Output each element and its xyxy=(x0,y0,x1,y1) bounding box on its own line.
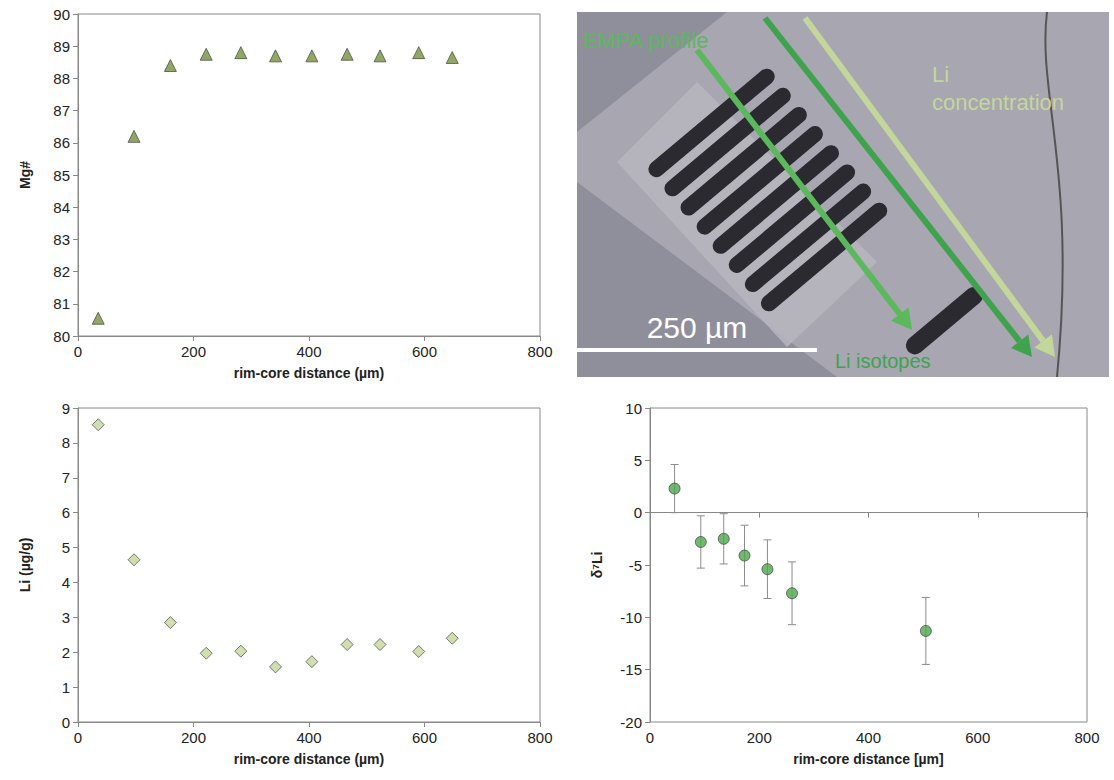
svg-text:5: 5 xyxy=(62,539,70,556)
svg-text:80: 80 xyxy=(53,328,70,345)
svg-text:-15: -15 xyxy=(620,661,642,678)
svg-text:250 µm: 250 µm xyxy=(647,311,748,344)
svg-text:5: 5 xyxy=(634,452,642,469)
svg-text:400: 400 xyxy=(856,729,881,746)
svg-text:3: 3 xyxy=(62,609,70,626)
svg-text:2: 2 xyxy=(62,644,70,661)
svg-text:4: 4 xyxy=(62,574,70,591)
svg-text:800: 800 xyxy=(527,729,552,746)
svg-text:82: 82 xyxy=(53,263,70,280)
svg-text:800: 800 xyxy=(1074,729,1099,746)
svg-text:83: 83 xyxy=(53,231,70,248)
svg-text:0: 0 xyxy=(74,343,82,360)
svg-text:600: 600 xyxy=(965,729,990,746)
svg-text:1: 1 xyxy=(62,679,70,696)
svg-text:200: 200 xyxy=(181,343,206,360)
svg-text:δ⁷Li: δ⁷Li xyxy=(589,552,605,579)
svg-text:-10: -10 xyxy=(620,609,642,626)
svg-text:EMPA profile: EMPA profile xyxy=(583,28,709,53)
svg-text:0: 0 xyxy=(74,729,82,746)
svg-text:90: 90 xyxy=(53,6,70,23)
svg-text:400: 400 xyxy=(296,343,321,360)
svg-text:9: 9 xyxy=(62,400,70,417)
svg-text:0: 0 xyxy=(646,729,654,746)
svg-text:88: 88 xyxy=(53,70,70,87)
svg-text:86: 86 xyxy=(53,134,70,151)
svg-text:Liconcentration: Liconcentration xyxy=(932,62,1064,115)
svg-text:7: 7 xyxy=(62,469,70,486)
svg-text:6: 6 xyxy=(62,504,70,521)
svg-text:10: 10 xyxy=(625,400,642,417)
svg-text:Mg#: Mg# xyxy=(17,161,33,189)
svg-text:87: 87 xyxy=(53,102,70,119)
svg-text:89: 89 xyxy=(53,38,70,55)
svg-text:rim-core distance [µm]: rim-core distance [µm] xyxy=(793,751,943,767)
svg-text:-5: -5 xyxy=(629,557,642,574)
svg-text:800: 800 xyxy=(527,343,552,360)
svg-text:200: 200 xyxy=(747,729,772,746)
svg-text:81: 81 xyxy=(53,295,70,312)
svg-text:600: 600 xyxy=(412,343,437,360)
svg-text:400: 400 xyxy=(296,729,321,746)
svg-text:600: 600 xyxy=(412,729,437,746)
svg-text:0: 0 xyxy=(62,714,70,731)
svg-text:Li isotopes: Li isotopes xyxy=(835,350,931,372)
svg-text:-20: -20 xyxy=(620,714,642,731)
svg-text:Li (µg/g): Li (µg/g) xyxy=(17,538,33,593)
svg-text:0: 0 xyxy=(634,504,642,521)
svg-text:200: 200 xyxy=(181,729,206,746)
svg-text:84: 84 xyxy=(53,199,70,216)
svg-text:rim-core distance (µm): rim-core distance (µm) xyxy=(234,751,384,767)
svg-text:8: 8 xyxy=(62,434,70,451)
svg-text:85: 85 xyxy=(53,167,70,184)
svg-text:rim-core distance (µm): rim-core distance (µm) xyxy=(234,365,384,381)
